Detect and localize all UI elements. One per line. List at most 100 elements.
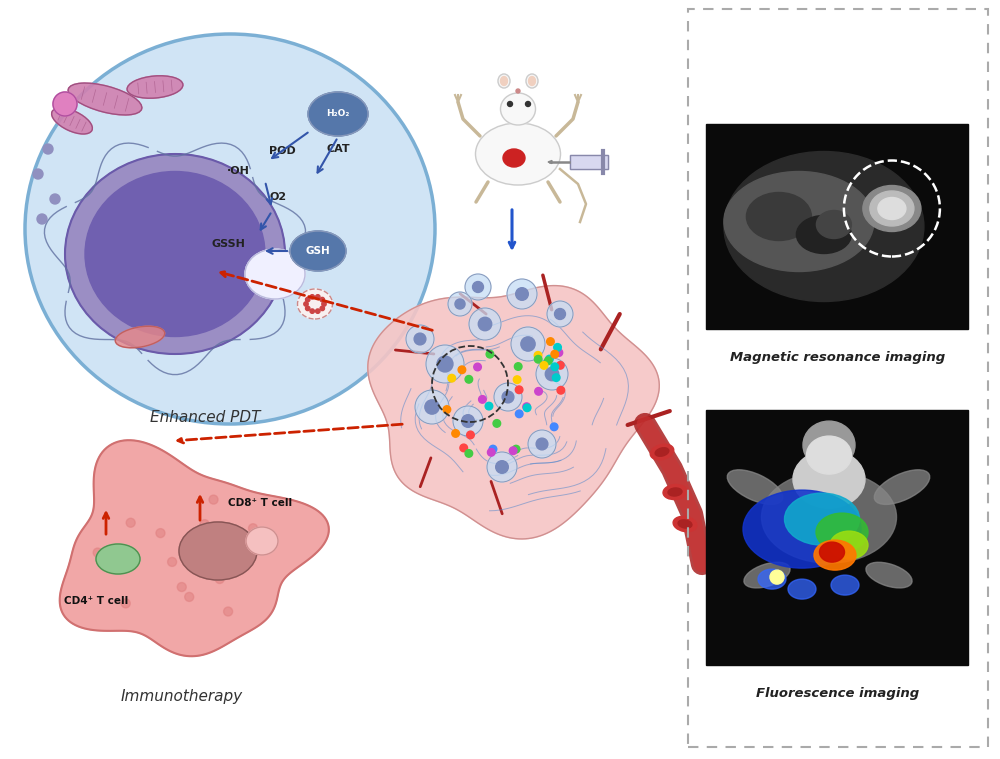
Circle shape (473, 282, 483, 292)
Circle shape (316, 309, 320, 313)
Ellipse shape (245, 249, 305, 299)
Ellipse shape (803, 421, 855, 469)
Bar (706, 410, 968, 665)
Ellipse shape (246, 527, 278, 555)
Circle shape (448, 292, 472, 316)
Ellipse shape (743, 490, 861, 568)
Ellipse shape (784, 493, 860, 545)
Circle shape (37, 214, 47, 224)
Circle shape (185, 593, 194, 601)
Circle shape (534, 355, 542, 363)
Circle shape (486, 351, 494, 358)
Circle shape (521, 337, 535, 351)
Circle shape (310, 294, 314, 299)
Ellipse shape (831, 575, 859, 595)
Circle shape (545, 367, 559, 381)
Text: CAT: CAT (326, 144, 350, 154)
Ellipse shape (290, 231, 346, 271)
Circle shape (496, 461, 508, 474)
Circle shape (536, 438, 548, 450)
Ellipse shape (663, 484, 687, 499)
Ellipse shape (793, 450, 865, 508)
Circle shape (414, 333, 426, 345)
Ellipse shape (127, 76, 183, 98)
Circle shape (494, 383, 522, 411)
Circle shape (126, 518, 135, 528)
Text: GSSH: GSSH (211, 239, 245, 249)
Bar (706, 124, 968, 329)
Circle shape (209, 495, 218, 504)
Ellipse shape (25, 34, 435, 424)
Circle shape (50, 194, 60, 204)
Circle shape (426, 345, 464, 383)
Ellipse shape (308, 92, 368, 136)
Circle shape (540, 361, 548, 369)
Circle shape (489, 446, 497, 453)
Circle shape (121, 599, 130, 608)
Text: Immunotherapy: Immunotherapy (121, 689, 243, 704)
Circle shape (523, 403, 530, 411)
Circle shape (515, 410, 523, 417)
Circle shape (547, 338, 554, 345)
Circle shape (534, 351, 542, 359)
Ellipse shape (650, 444, 674, 460)
Circle shape (485, 402, 493, 410)
Circle shape (465, 274, 491, 300)
Circle shape (53, 92, 77, 116)
Circle shape (406, 325, 434, 353)
Circle shape (557, 361, 564, 369)
Circle shape (507, 279, 537, 309)
Text: O2: O2 (269, 192, 287, 202)
Circle shape (528, 430, 556, 458)
Text: GSH: GSH (306, 246, 330, 256)
Ellipse shape (65, 154, 285, 354)
Circle shape (555, 349, 563, 357)
Circle shape (322, 302, 326, 306)
Circle shape (415, 390, 449, 424)
Circle shape (551, 363, 559, 370)
Circle shape (310, 309, 314, 313)
Polygon shape (548, 160, 552, 163)
Circle shape (458, 366, 466, 373)
Circle shape (770, 570, 784, 584)
Circle shape (523, 404, 531, 411)
Ellipse shape (724, 172, 874, 272)
Circle shape (425, 400, 439, 414)
Ellipse shape (746, 193, 811, 241)
Ellipse shape (814, 540, 856, 570)
Circle shape (465, 376, 473, 383)
Circle shape (320, 298, 324, 302)
Circle shape (514, 363, 522, 370)
Ellipse shape (788, 579, 816, 599)
Circle shape (469, 308, 501, 340)
Ellipse shape (830, 531, 868, 559)
Circle shape (306, 306, 310, 310)
Circle shape (509, 447, 517, 455)
Ellipse shape (85, 172, 265, 336)
Ellipse shape (866, 562, 912, 588)
Ellipse shape (816, 210, 851, 238)
Circle shape (231, 536, 240, 545)
Ellipse shape (68, 83, 142, 115)
Ellipse shape (298, 289, 332, 319)
Circle shape (551, 351, 559, 358)
Text: ·OH: ·OH (227, 166, 249, 176)
Polygon shape (60, 440, 329, 657)
Circle shape (460, 444, 468, 452)
Circle shape (515, 386, 523, 394)
Text: POD: POD (269, 146, 295, 156)
Ellipse shape (115, 326, 165, 348)
Circle shape (536, 358, 568, 390)
Ellipse shape (179, 522, 257, 580)
Circle shape (516, 288, 528, 301)
Text: CD8⁺ T cell: CD8⁺ T cell (228, 498, 292, 508)
Circle shape (547, 301, 573, 327)
Polygon shape (570, 155, 608, 169)
Ellipse shape (52, 108, 92, 134)
Circle shape (200, 520, 209, 529)
Circle shape (474, 364, 481, 371)
Circle shape (215, 575, 224, 584)
Ellipse shape (655, 448, 669, 456)
Circle shape (525, 102, 530, 106)
Text: Fluorescence imaging: Fluorescence imaging (756, 686, 920, 700)
